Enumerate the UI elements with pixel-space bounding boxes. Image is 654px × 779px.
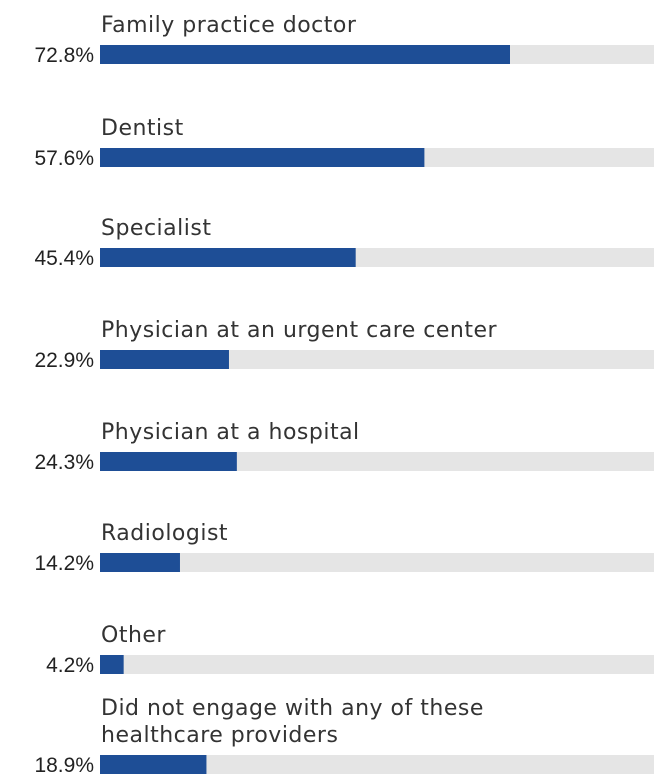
bar-row: Physician at a hospital 24.3% <box>34 420 654 474</box>
value-label: 4.2% <box>46 654 94 677</box>
category-label: Other <box>101 623 166 648</box>
bar-track <box>100 553 654 572</box>
value-label: 22.9% <box>34 349 94 372</box>
bar-track <box>100 655 654 674</box>
bar-row: Family practice doctor 72.8% <box>34 13 654 67</box>
bar <box>100 553 180 572</box>
category-label: Dentist <box>101 116 184 141</box>
bar-row: Physician at an urgent care center 22.9% <box>34 318 654 372</box>
bar <box>100 755 207 774</box>
bar-track <box>100 452 654 471</box>
bar <box>100 248 356 267</box>
category-label: Specialist <box>101 216 211 241</box>
bar-row: Did not engage with any of thesehealthca… <box>34 696 654 777</box>
value-label: 57.6% <box>34 147 94 170</box>
category-label: Family practice doctor <box>101 13 357 38</box>
bar-row: Dentist 57.6% <box>34 116 654 170</box>
category-label: Radiologist <box>101 521 228 546</box>
bar <box>100 45 510 64</box>
bar <box>100 148 425 167</box>
category-label: Did not engage with any of these <box>101 696 484 721</box>
bar-track <box>100 350 654 369</box>
value-label: 45.4% <box>34 247 94 270</box>
value-label: 72.8% <box>34 44 94 67</box>
chart-rows: Family practice doctor 72.8% Dentist 57.6% S… <box>34 13 654 777</box>
category-label: Physician at an urgent care center <box>101 318 498 343</box>
value-label: 18.9% <box>34 754 94 777</box>
bar-row: Other 4.2% <box>46 623 654 677</box>
bar <box>100 452 237 471</box>
category-label: healthcare providers <box>101 723 338 748</box>
value-label: 14.2% <box>34 552 94 575</box>
category-label: Physician at a hospital <box>101 420 360 445</box>
bar <box>100 655 124 674</box>
value-label: 24.3% <box>34 451 94 474</box>
bar-row: Radiologist 14.2% <box>34 521 654 575</box>
bar-row: Specialist 45.4% <box>34 216 654 270</box>
bar <box>100 350 229 369</box>
bar-track <box>100 755 654 774</box>
